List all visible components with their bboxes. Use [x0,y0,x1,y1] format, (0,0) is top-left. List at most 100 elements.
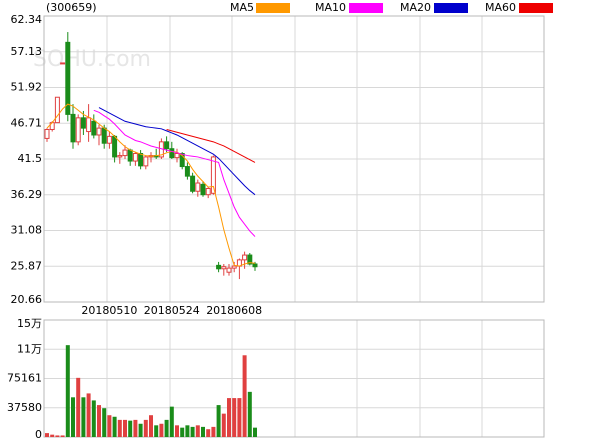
candle-body [247,254,253,265]
legend-swatch [519,3,553,13]
volume-bar [128,420,133,437]
volume-bar [102,408,107,437]
candle-body [221,266,227,270]
volume-bar [133,419,138,437]
volume-bar [237,398,242,437]
y-tick-label: 51.92 [11,81,43,94]
volume-bar [206,429,211,437]
ma-line [166,129,256,163]
candle-body [60,62,66,65]
candle-body [117,155,123,158]
x-tick-label: 20180524 [144,304,200,317]
volume-bar [247,391,252,437]
volume-bar [159,423,164,437]
volume-bar [169,406,174,437]
candle-body [106,135,112,144]
volume-bar [81,397,86,437]
volume-bar [232,398,237,437]
volume-bar [76,377,81,437]
candle-body [122,149,128,157]
volume-bar [65,345,70,437]
y-tick-label: 46.71 [11,116,43,129]
candle-body [252,263,258,268]
candle-body [195,182,201,192]
volume-bar [50,434,55,437]
volume-bar [86,393,91,437]
candle-body [101,127,107,144]
candle-body [91,120,97,136]
volume-bar [216,405,221,437]
legend-label: MA10 [315,1,346,14]
chart-title: (300659) [46,1,97,14]
candle-body [231,265,237,269]
volume-bar [149,415,153,437]
ma-line [98,107,256,196]
candle-body [112,135,118,158]
volume-bar [164,419,169,437]
volume-bar [117,419,122,437]
y-tick-label: 57.13 [11,45,43,58]
y-tick-label: 41.5 [18,152,43,165]
volume-bar [55,435,60,437]
volume-bar [253,427,257,437]
volume-bar [175,425,179,437]
volume-bar [123,419,127,437]
y-tick-label: 20.66 [11,293,43,306]
volume-bar [107,415,112,437]
ma-line [46,103,256,267]
candle-body [54,96,60,124]
volume-bar [71,397,75,437]
x-tick-label: 20180510 [81,304,137,317]
candle-body [80,117,86,129]
candle-body [179,153,185,168]
legend-label: MA5 [230,1,254,14]
candle-body [65,41,71,115]
candle-body [210,156,216,194]
candle-body [70,113,76,143]
watermark: SOHU.com [33,47,151,72]
volume-bar [138,423,143,437]
y-tick-label: 11万 [17,342,42,355]
y-tick-label: 0 [35,428,42,440]
candle-body [75,117,81,143]
legend-label: MA20 [400,1,431,14]
volume-bar [180,427,185,437]
x-tick-label: 20180608 [206,304,262,317]
candle-body [242,254,248,261]
candle-body [96,127,102,136]
volume-bar [97,405,101,437]
candle-body [205,188,211,196]
volume-bar [60,435,65,437]
volume-bar [154,425,159,437]
y-tick-label: 75161 [7,372,42,385]
y-tick-label: 36.29 [11,188,43,201]
candle-body [226,267,232,273]
candle-body [143,156,149,167]
legend-swatch [349,3,383,13]
volume-bar [185,425,190,437]
volume-bar [190,426,195,437]
volume-bar [195,425,200,437]
volume-bar [211,426,216,437]
volume-bar [91,400,96,437]
y-tick-label: 62.34 [11,13,43,26]
volume-bar [221,413,226,437]
y-tick-label: 37580 [7,401,42,414]
candle-body [169,148,175,159]
candle-body [132,153,138,162]
candle-body [190,175,196,192]
candle-body [138,153,144,167]
volume-bar [242,355,247,437]
plot-frame [43,319,545,438]
candle-body [44,128,50,139]
volume-bar [45,433,49,437]
plot-frame [43,15,545,303]
volume-bar [143,419,148,437]
candle-body [127,149,133,162]
candle-body [174,153,180,159]
candle-body [86,117,92,133]
candle-body [216,264,222,270]
candle-body [164,141,170,150]
